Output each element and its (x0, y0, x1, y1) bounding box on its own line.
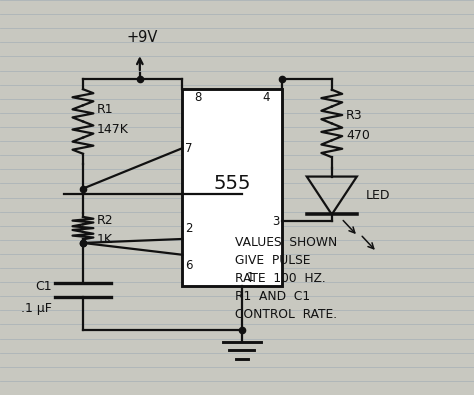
Text: R3: R3 (346, 109, 363, 122)
Text: 6: 6 (185, 259, 192, 272)
Text: R1: R1 (97, 103, 114, 116)
Text: 4: 4 (263, 91, 270, 104)
Text: VALUES  SHOWN: VALUES SHOWN (235, 237, 337, 249)
Text: 555: 555 (213, 174, 251, 193)
Text: LED: LED (366, 189, 391, 202)
Text: CONTROL  RATE.: CONTROL RATE. (235, 308, 337, 320)
Text: 2: 2 (185, 222, 192, 235)
Text: 147K: 147K (97, 123, 129, 136)
Text: C1: C1 (36, 280, 52, 293)
Text: +9V: +9V (127, 30, 158, 45)
Text: R1  AND  C1: R1 AND C1 (235, 290, 310, 303)
Text: .1 μF: .1 μF (21, 302, 52, 314)
Text: 8: 8 (194, 91, 202, 104)
Text: 470: 470 (346, 129, 370, 142)
Text: RATE  100  HZ.: RATE 100 HZ. (235, 272, 325, 285)
Text: 7: 7 (185, 142, 192, 154)
Bar (182, 89, 282, 286)
Text: 1K: 1K (97, 233, 113, 246)
Text: 3: 3 (272, 215, 280, 228)
Text: 1: 1 (246, 271, 254, 284)
Text: GIVE  PULSE: GIVE PULSE (235, 254, 310, 267)
Text: R2: R2 (97, 214, 114, 227)
